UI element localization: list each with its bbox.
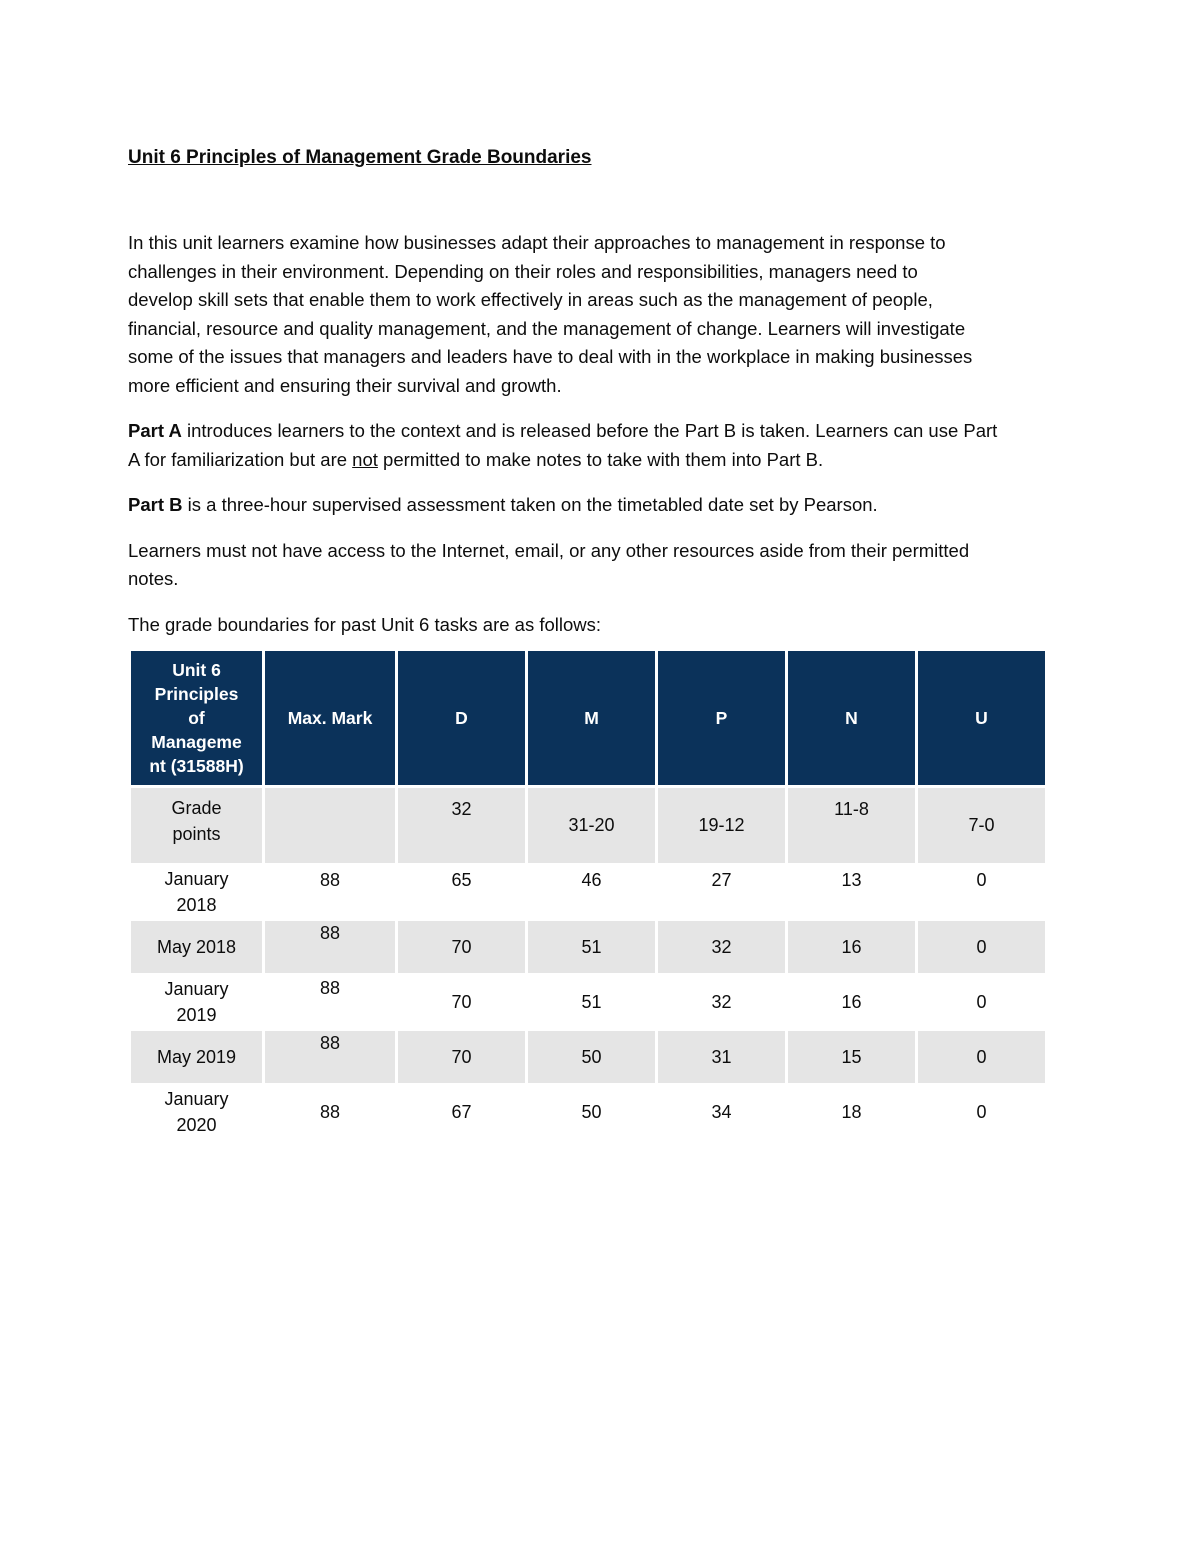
may-2019-d: 70	[395, 1028, 528, 1086]
january-2019-n: 16	[785, 973, 918, 1031]
row-may-2019: May 2019 88 70 50 31 15 0	[128, 1028, 1048, 1086]
table-header-row: Unit 6 Principles of Manageme nt (31588H…	[128, 648, 1048, 788]
january-2018-m: 46	[525, 863, 658, 921]
page-title: Unit 6 Principles of Management Grade Bo…	[128, 147, 592, 168]
header-cell-grade-m: M	[525, 648, 658, 788]
january-2020-max-mark: 88	[262, 1083, 398, 1141]
grade-points-label: Grade points	[128, 785, 265, 866]
may-2019-n: 15	[785, 1028, 918, 1086]
january-2019-d: 70	[395, 973, 528, 1031]
may-2018-label: May 2018	[128, 918, 265, 976]
january-2018-p: 27	[655, 863, 788, 921]
may-2019-max-mark: 88	[262, 1028, 398, 1086]
january-2018-max-mark: 88	[262, 863, 398, 921]
part-b-paragraph: Part B is a three-hour supervised assess…	[128, 491, 1060, 520]
may-2019-u: 0	[915, 1028, 1048, 1086]
january-2020-u: 0	[915, 1083, 1048, 1141]
row-may-2018: May 2018 88 70 51 32 16 0	[128, 918, 1048, 976]
grade-points-p: 19-12	[655, 785, 788, 866]
may-2018-max-mark: 88	[262, 918, 398, 976]
january-2020-label: January 2020	[128, 1083, 265, 1141]
part-b-label: Part B	[128, 494, 183, 515]
may-2019-label: May 2019	[128, 1028, 265, 1086]
january-2020-m: 50	[525, 1083, 658, 1141]
header-cell-unit-title: Unit 6 Principles of Manageme nt (31588H…	[128, 648, 265, 788]
january-2020-p: 34	[655, 1083, 788, 1141]
january-2018-n: 13	[785, 863, 918, 921]
grade-points-row: Grade points 32 31-20 19-12 11-8 7-0	[128, 785, 1048, 866]
grade-points-m: 31-20	[525, 785, 658, 866]
january-2019-p: 32	[655, 973, 788, 1031]
grade-points-max-mark	[262, 785, 398, 866]
january-2018-u: 0	[915, 863, 1048, 921]
part-b-text: is a three-hour supervised assessment ta…	[182, 494, 878, 515]
header-cell-max-mark: Max. Mark	[262, 648, 398, 788]
may-2019-p: 31	[655, 1028, 788, 1086]
may-2018-m: 51	[525, 918, 658, 976]
january-2019-label: January 2019	[128, 973, 265, 1031]
part-a-label: Part A	[128, 420, 182, 441]
grade-points-d: 32	[395, 785, 528, 866]
january-2018-d: 65	[395, 863, 528, 921]
header-cell-grade-n: N	[785, 648, 918, 788]
header-cell-grade-p: P	[655, 648, 788, 788]
header-cell-grade-d: D	[395, 648, 528, 788]
row-january-2018: January 2018 88 65 46 27 13 0	[128, 863, 1048, 921]
january-2019-u: 0	[915, 973, 1048, 1031]
internet-restriction-paragraph: Learners must not have access to the Int…	[128, 539, 970, 590]
january-2019-max-mark: 88	[262, 973, 398, 1031]
january-2020-n: 18	[785, 1083, 918, 1141]
may-2019-m: 50	[525, 1028, 658, 1086]
may-2018-u: 0	[915, 918, 1048, 976]
grade-points-u: 7-0	[915, 785, 1048, 866]
intro-paragraph: In this unit learners examine how busine…	[128, 232, 973, 396]
may-2018-d: 70	[395, 918, 528, 976]
part-a-text-2: permitted to make notes to take with the…	[377, 448, 824, 470]
header-cell-grade-u: U	[915, 648, 1048, 788]
part-a-underlined-word: not	[352, 448, 378, 470]
january-2020-d: 67	[395, 1083, 528, 1141]
january-2018-label: January 2018	[128, 863, 265, 921]
may-2018-p: 32	[655, 918, 788, 976]
part-a-paragraph: Part A introduces learners to the contex…	[128, 417, 1060, 474]
row-january-2019: January 2019 88 70 51 32 16 0	[128, 973, 1048, 1031]
may-2018-n: 16	[785, 918, 918, 976]
january-2019-m: 51	[525, 973, 658, 1031]
row-january-2020: January 2020 88 67 50 34 18 0	[128, 1083, 1048, 1141]
grade-boundaries-table: Unit 6 Principles of Manageme nt (31588H…	[128, 648, 1048, 1141]
grade-points-n: 11-8	[785, 785, 918, 866]
part-a-text-1: introduces learners to the context and i…	[128, 420, 998, 470]
table-intro-paragraph: The grade boundaries for past Unit 6 tas…	[128, 613, 602, 635]
